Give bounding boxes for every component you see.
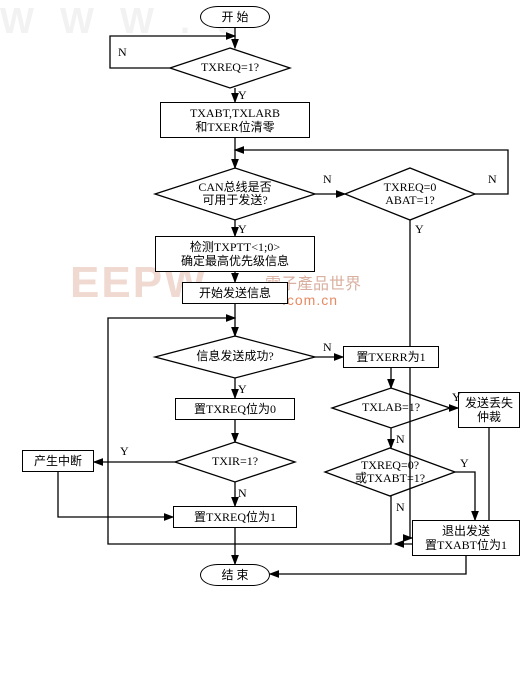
edge	[270, 556, 466, 574]
edge-label-l13: Y	[460, 456, 469, 471]
decision-text-d_txlab: TXLAB=1?	[332, 388, 450, 428]
decision-text-d_abat: TXREQ=0ABAT=1?	[345, 168, 475, 220]
decision-d_txreq1: TXREQ=1?	[170, 48, 290, 88]
process-p_sendstart: 开始发送信息	[182, 282, 288, 304]
edge-label-l2: Y	[238, 88, 247, 103]
decision-d_canbus: CAN总线是否可用于发送?	[155, 168, 315, 220]
edge-label-l4: Y	[238, 222, 247, 237]
decision-text-d_txir: TXIR=1?	[175, 442, 295, 482]
edge-label-l14: N	[396, 500, 405, 515]
decision-d_txir: TXIR=1?	[175, 442, 295, 482]
decision-text-d_txreq1: TXREQ=1?	[170, 48, 290, 88]
edge	[455, 472, 475, 520]
edge-label-l5: N	[488, 172, 497, 187]
decision-d_sendok: 信息发送成功?	[155, 336, 315, 378]
terminator-end: 结 束	[200, 564, 270, 586]
edge	[58, 472, 173, 517]
decision-text-d_sendok: 信息发送成功?	[155, 336, 315, 378]
edge-label-l12: N	[238, 486, 247, 501]
edge-label-l3: N	[323, 172, 332, 187]
process-p_txptt: 检测TXPTT<1;0>确定最高优先级信息	[155, 236, 315, 272]
watermark-url: .com.cn	[282, 292, 338, 308]
decision-text-d_canbus: CAN总线是否可用于发送?	[155, 168, 315, 220]
decision-d_txlab: TXLAB=1?	[332, 388, 450, 428]
decision-d_abat: TXREQ=0ABAT=1?	[345, 168, 475, 220]
process-p_irq: 产生中断	[22, 450, 94, 472]
edge-label-l1: N	[118, 45, 127, 60]
edge-label-l9: Y	[452, 390, 461, 405]
process-p_exit: 退出发送置TXABT位为1	[412, 520, 520, 556]
edge-label-l10: N	[396, 432, 405, 447]
process-p_txreq1: 置TXREQ位为1	[173, 506, 297, 528]
process-p_txerr: 置TXERR为1	[343, 346, 439, 368]
edge-label-l8: Y	[238, 382, 247, 397]
edge-label-l6: Y	[415, 222, 424, 237]
terminator-start: 开 始	[200, 6, 270, 28]
process-p_lost: 发送丢失仲裁	[458, 392, 520, 428]
process-p_txreq0: 置TXREQ位为0	[175, 398, 295, 420]
decision-d_txreq0b: TXREQ=0?或TXABT=1?	[325, 448, 455, 496]
process-p_clear: TXABT,TXLARB和TXER位清零	[160, 102, 310, 138]
decision-text-d_txreq0b: TXREQ=0?或TXABT=1?	[325, 448, 455, 496]
edge-label-l11: Y	[120, 444, 129, 459]
edge-label-l7: N	[323, 340, 332, 355]
